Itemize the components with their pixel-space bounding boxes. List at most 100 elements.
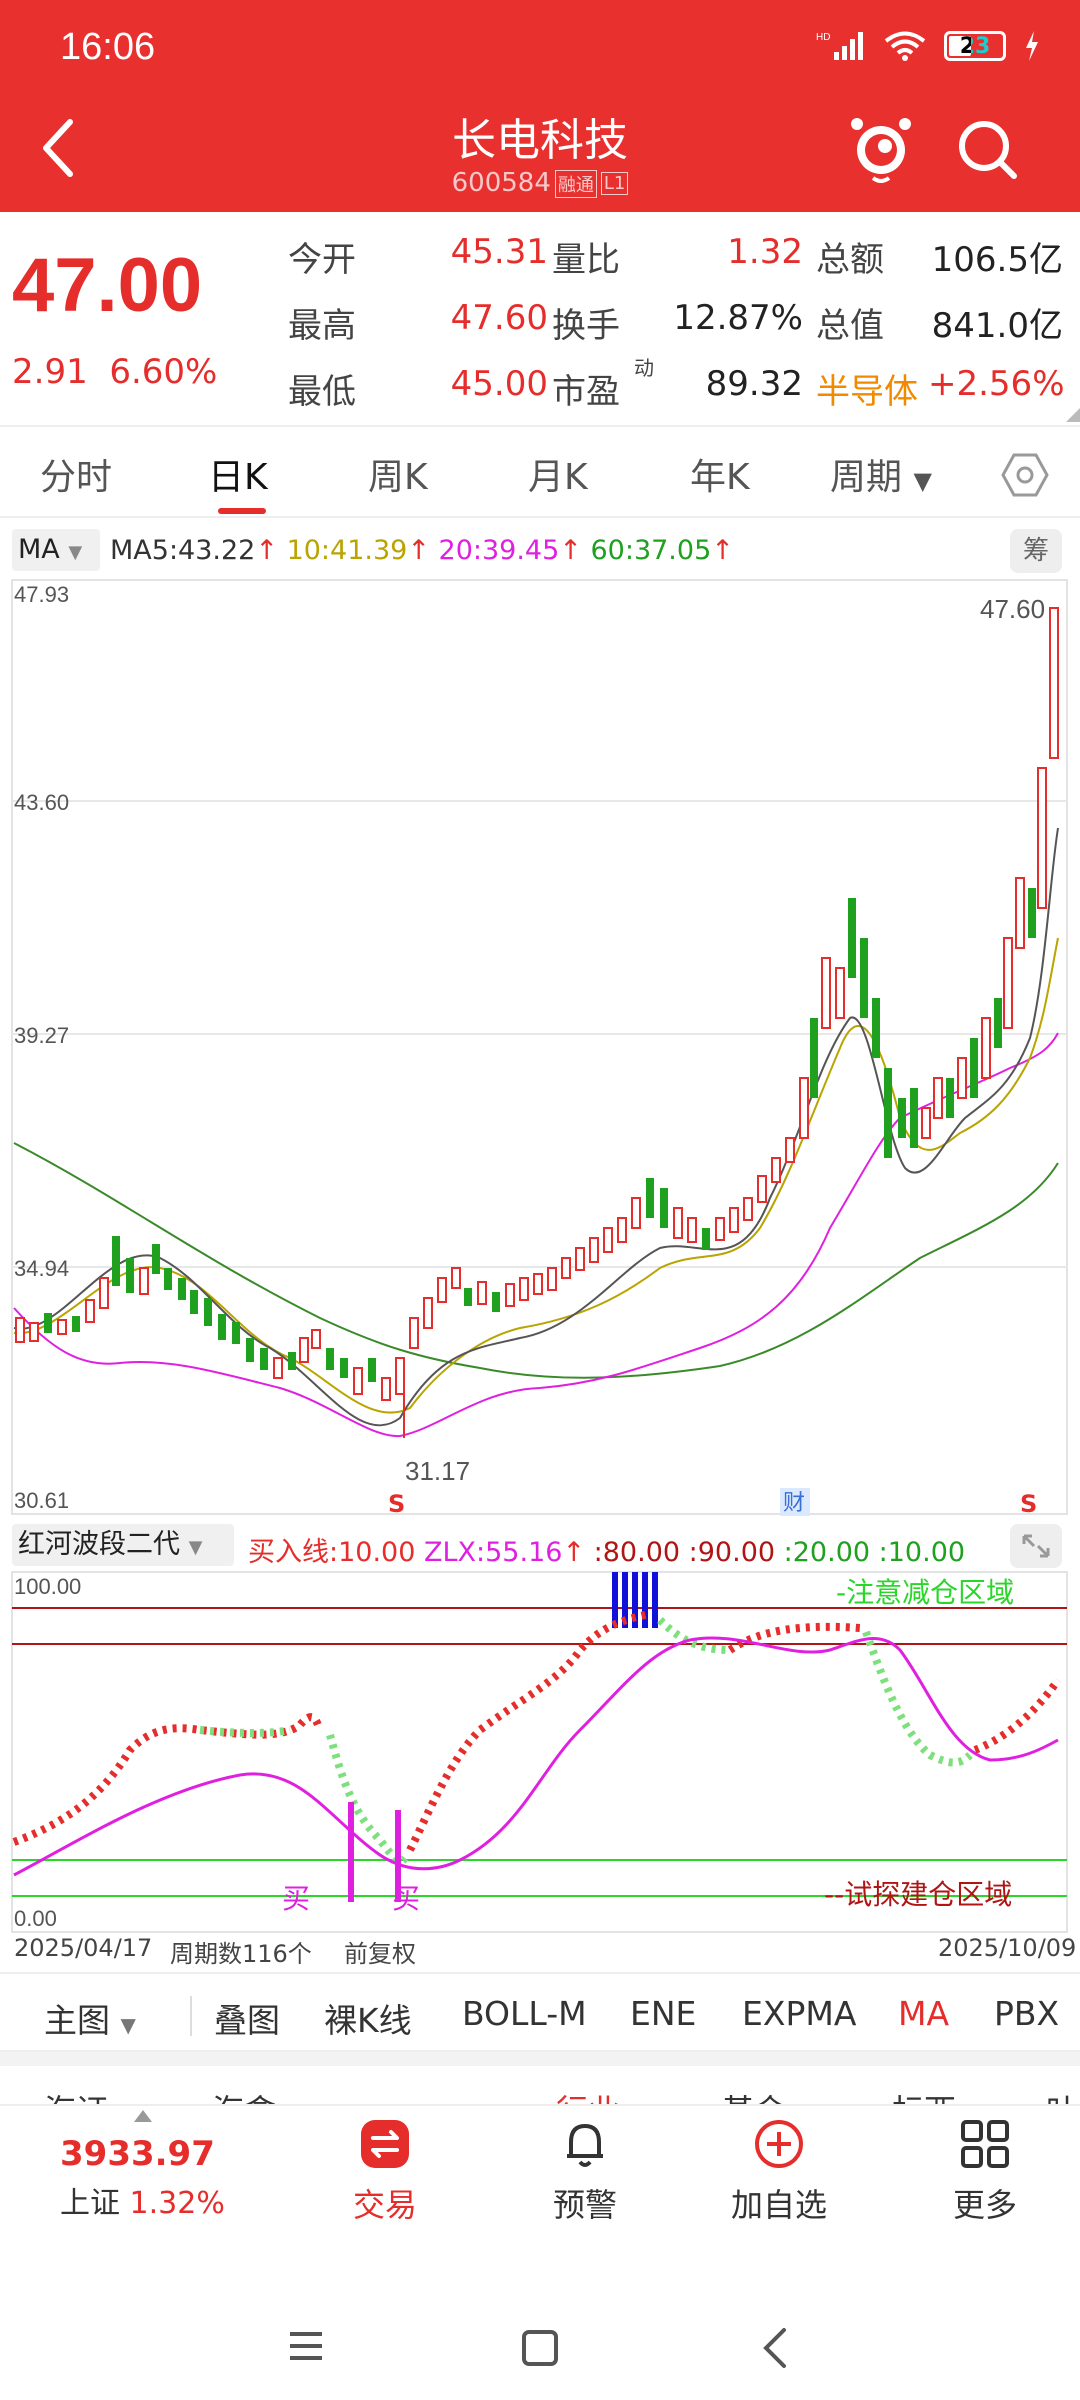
indicator-bars [12,1610,1062,1865]
tab-overlay[interactable]: 叠图 [214,2001,280,2040]
search-icon[interactable] [950,108,1022,188]
ma10-value: 10:41.39 [286,535,408,566]
period-tabs: 分时 日K 周K 月K 年K 周期 ▼ [0,430,1080,518]
indicator-values: 买入线:10.00 ZLX:55.16↑ :80.00 :90.00 :20.0… [248,1537,966,1568]
buy-signal-bar [395,1810,401,1902]
charging-icon [1026,31,1038,61]
shanghai-index-value[interactable]: 3933.97 [60,2134,215,2174]
y-axis-label: 43.60 [14,790,69,815]
financial-report-mark: 财 [783,1491,805,1516]
overbought-bars [612,1572,658,1628]
buy-signal-label: 买 [282,1882,310,1915]
grid-icon [961,2120,1009,2168]
zone-bottom-label: --试探建仓区域 [824,1878,1012,1911]
app-header: 16:06 HD 23 长电科技 600584 融通 L1 [0,0,1080,212]
ma-indicator-selector[interactable]: MA ▼ [12,529,100,571]
sector-link[interactable]: 半导体 [816,372,918,412]
nav-more[interactable]: 更多 [940,2116,1030,2226]
tab-monthly-k[interactable]: 月K [528,457,588,498]
signal-s-mark: S [1020,1490,1037,1518]
margin-tag: 融通 [554,169,597,198]
shanghai-index-label[interactable]: 上证 1.32% [60,2186,225,2221]
tab-expma[interactable]: EXPMA [742,1994,857,2033]
buy-signal-label: 买 [392,1882,420,1915]
buy-signal-bar [348,1802,354,1902]
candles [15,607,1059,1438]
level-tag: L1 [600,172,629,195]
battery-icon: 23 [944,31,1006,61]
mascot-icon[interactable] [845,108,917,188]
caret-down-icon: ▼ [913,467,932,495]
quote-row-1: 今开 45.31 量比 1.32 总额 106.5亿 [288,232,1063,280]
start-date: 2025/04/17 [14,1934,153,1962]
back-button[interactable] [30,108,90,188]
ma20-value: 20:39.45 [438,535,560,566]
signal-s-mark: S [388,1490,405,1518]
settings-hexagon-icon[interactable] [1000,450,1050,500]
signal-icon: HD [816,32,863,60]
nav-trade[interactable]: 交易 [340,2116,430,2226]
tab-ene[interactable]: ENE [630,1994,697,2033]
tab-ma[interactable]: MA [898,1994,950,2033]
wifi-icon [884,31,926,61]
stock-code-row: 600584 融通 L1 [0,168,1080,198]
kline-chart[interactable]: 47.93 43.60 39.27 34.94 30.61 [0,578,1080,1518]
home-icon[interactable] [522,2330,558,2366]
buy-line-value: 买入线:10.00 [248,1537,416,1568]
caret-down-icon: ▼ [68,542,83,563]
y-axis-label: 39.27 [14,1023,69,1048]
corner-triangle-icon [1066,408,1080,422]
zone-top-label: -注意减仓区域 [836,1576,1014,1609]
add-circle-icon [755,2120,803,2168]
menu-icon[interactable] [290,2332,322,2360]
tab-yearly-k[interactable]: 年K [690,457,750,498]
back-icon[interactable] [763,2328,786,2368]
indicator-selector[interactable]: 红河波段二代 ▼ [12,1524,234,1566]
stock-title: 长电科技 [452,115,628,166]
adjust-type: 前复权 [344,1940,416,1968]
indicator-top-label: 100.00 [14,1574,81,1599]
indicator-chart[interactable]: 100.00 0.00 -注意减仓区域 --试探建仓区域 买 买 [0,1570,1080,1934]
bottom-navigation: 3933.97 上证 1.32% 交易 预警 加自选 更多 [0,2104,1080,2224]
y-axis-label: 34.94 [14,1256,69,1281]
quote-row-2: 最高 47.60 换手 12.87% 总值 841.0亿 [288,298,1063,346]
ma5-value: MA5:43.22 [110,535,256,566]
current-price: 47.00 [12,243,203,328]
zlx-value: ZLX:55.16 [424,1537,563,1568]
high-price-label: 47.60 [980,594,1045,624]
tab-boll-m[interactable]: BOLL-M [462,1994,587,2033]
tab-pbx[interactable]: PBX [994,1994,1060,2033]
caret-down-icon: ▼ [120,2013,136,2037]
indicator-bottom-label: 0.00 [14,1906,57,1931]
ma-legend-row: MA ▼ MA5:43.22↑ 10:41.39↑ 20:39.45↑ 60:3… [0,525,1080,575]
y-axis-label: 30.61 [14,1488,69,1513]
nav-add-watchlist[interactable]: 加自选 [724,2116,834,2226]
ma60-line [13,1142,1059,1379]
date-info-row: 2025/04/17 周期数116个 前复权 2025/10/09 [0,1934,1080,1970]
ma60-value: 60:37.05 [590,535,712,566]
main-chart-dropdown[interactable]: 主图 ▼ [44,2001,136,2040]
bell-icon [567,2124,603,2167]
status-time: 16:06 [60,26,156,68]
status-icons: HD 23 [816,30,1040,62]
svg-text:HD: HD [816,32,830,43]
end-date: 2025/10/09 [938,1934,1077,1962]
ma10-line [13,937,1059,1414]
indicator-legend-row: 红河波段二代 ▼ 买入线:10.00 ZLX:55.16↑ :80.00 :90… [0,1520,1080,1570]
active-tab-indicator [218,508,266,514]
zlx-line [13,1636,1059,1877]
expand-icon[interactable] [1010,1524,1062,1568]
price-change: 2.91 6.60% [12,352,218,392]
tab-weekly-k[interactable]: 周K [368,457,428,498]
quote-panel: 47.00 2.91 6.60% 今开 45.31 量比 1.32 总额 106… [0,212,1080,427]
quote-row-3: 最低 45.00 市盈 动 89.32 半导体 +2.56% [288,356,1065,412]
tab-daily-k[interactable]: 日K [208,457,268,498]
chip-distribution-button[interactable]: 筹 [1010,529,1062,573]
nav-alert[interactable]: 预警 [540,2116,630,2226]
tab-intraday[interactable]: 分时 [40,457,113,498]
tab-naked-k[interactable]: 裸K线 [324,2001,412,2040]
y-axis-label: 47.93 [14,582,69,607]
caret-down-icon: ▼ [188,1537,203,1558]
tab-period-dropdown[interactable]: 周期 ▼ [830,457,932,498]
caret-up-icon [134,2110,152,2122]
